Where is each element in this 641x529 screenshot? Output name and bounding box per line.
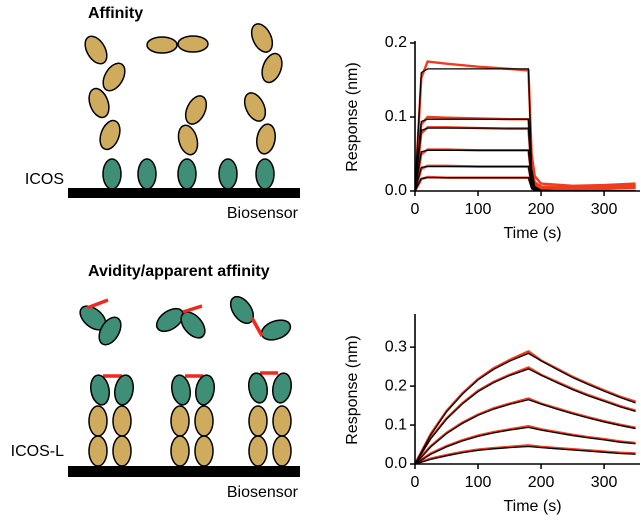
linker	[182, 304, 203, 314]
series-line	[415, 149, 636, 191]
y-axis-label: Response (nm)	[344, 335, 361, 444]
ligand	[272, 372, 292, 404]
linker	[250, 317, 264, 337]
receptor	[170, 405, 190, 437]
affinity-diagram: Affinity ICOS Biosensor	[25, 5, 300, 222]
receptor	[272, 435, 292, 467]
receptor	[112, 405, 132, 437]
antibody	[256, 123, 276, 155]
ligand	[260, 319, 292, 341]
series-line	[415, 366, 636, 464]
series-line	[415, 397, 636, 464]
antibody	[99, 119, 121, 151]
y-tick-label: 0.2	[385, 377, 407, 394]
receptor	[255, 158, 275, 190]
series-line	[415, 445, 636, 464]
series-line	[415, 177, 636, 191]
x-tick-label: 300	[591, 201, 618, 218]
bound-groups	[88, 371, 292, 467]
surface-label: Biosensor	[227, 484, 299, 501]
receptor-label: ICOS-L	[11, 443, 64, 460]
antibody	[243, 92, 267, 122]
series-line	[415, 118, 636, 191]
series-line	[415, 68, 636, 191]
series-line	[415, 424, 636, 464]
receptor	[272, 405, 292, 437]
linker	[86, 298, 109, 310]
receptor	[137, 158, 157, 190]
y-tick-label: 0.0	[385, 182, 407, 199]
receptor	[102, 158, 122, 190]
antibody	[88, 87, 110, 119]
receptor	[88, 405, 108, 437]
panel-title: Affinity	[88, 5, 143, 22]
ligand	[229, 295, 255, 325]
panel-title: Avidity/apparent affinity	[88, 263, 270, 280]
x-axis-label: Time (s)	[503, 225, 561, 242]
x-tick-label: 300	[591, 474, 618, 491]
ligand	[171, 374, 191, 406]
x-tick-label: 100	[465, 474, 492, 491]
ligand	[195, 374, 215, 406]
antibody	[250, 23, 274, 53]
chart: 0.0 0.1 0.2 0 100 200 300 Time (s) Response (nm)	[344, 34, 640, 242]
y-tick-label: 0.1	[385, 108, 407, 125]
series-line	[415, 399, 636, 464]
antibody	[84, 35, 108, 65]
antibody	[177, 124, 199, 156]
ligand	[248, 372, 268, 404]
avidity-diagram: Avidity/apparent affinity	[11, 263, 300, 501]
ligand	[98, 316, 122, 346]
series-line	[415, 127, 636, 191]
receptor	[194, 435, 214, 467]
x-tick-label: 200	[528, 201, 555, 218]
series-line	[415, 126, 636, 191]
receptor	[170, 435, 190, 467]
surface-label: Biosensor	[227, 205, 299, 222]
y-tick-label: 0.3	[385, 338, 407, 355]
ligand	[155, 307, 185, 333]
x-tick-label: 0	[411, 474, 420, 491]
x-tick-label: 100	[465, 201, 492, 218]
receptor	[112, 435, 132, 467]
receptor	[218, 158, 238, 190]
ligand	[90, 374, 110, 406]
sensor-surface	[68, 188, 300, 198]
chart: 0.0 0.1 0.2 0.3 0 100 200 300 Time (s) Response (…	[344, 314, 640, 515]
ligand	[180, 311, 206, 339]
series-line	[415, 426, 636, 464]
x-tick-label: 200	[528, 474, 555, 491]
y-axis-label: Response (nm)	[344, 62, 361, 171]
series-line	[415, 368, 636, 464]
receptor	[248, 405, 268, 437]
y-tick-label: 0.2	[385, 34, 407, 51]
antibody	[177, 35, 209, 53]
receptor	[248, 435, 268, 467]
series-line	[415, 165, 636, 191]
antibody	[261, 52, 283, 84]
receptor	[194, 405, 214, 437]
receptor	[177, 158, 197, 190]
sensor-surface	[68, 466, 300, 477]
x-axis-label: Time (s)	[503, 498, 561, 515]
series-line	[415, 352, 636, 464]
y-tick-label: 0.1	[385, 416, 407, 433]
antibody	[146, 36, 178, 54]
antibody	[184, 95, 208, 125]
ligand	[114, 374, 134, 406]
antibody	[102, 62, 126, 92]
receptor	[88, 435, 108, 467]
receptor-label: ICOS	[25, 171, 64, 188]
y-tick-label: 0.0	[385, 455, 407, 472]
x-tick-label: 0	[411, 201, 420, 218]
series-line	[415, 444, 636, 464]
